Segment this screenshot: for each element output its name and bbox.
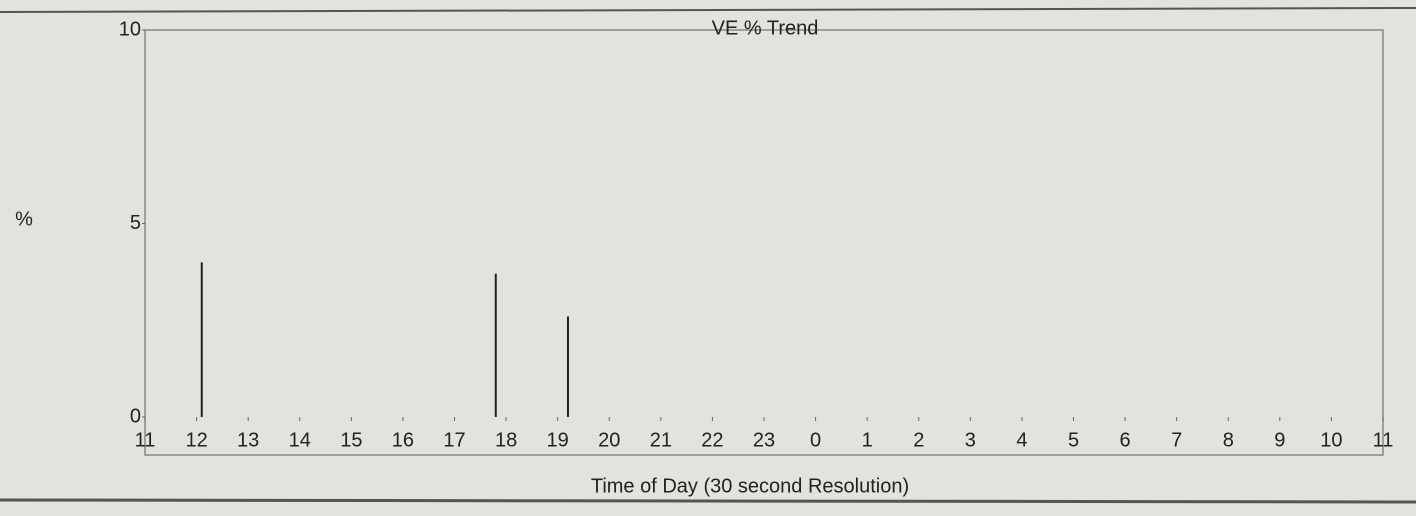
x-tick-label: 7 [1171, 429, 1182, 451]
x-axis-label: Time of Day (30 second Resolution) [591, 475, 909, 497]
x-tick-label: 17 [443, 429, 465, 451]
page-rule [0, 7, 1416, 13]
x-tick-label: 14 [289, 429, 311, 451]
chart-title: VE % Trend [712, 17, 819, 39]
x-tick-label: 23 [753, 429, 775, 451]
x-tick-label: 13 [237, 429, 259, 451]
x-tick-label: 19 [547, 429, 569, 451]
x-tick-label: 8 [1223, 429, 1234, 451]
x-tick-label: 1 [862, 429, 873, 451]
x-tick-label: 3 [965, 429, 976, 451]
x-tick-label: 15 [340, 429, 362, 451]
y-tick-label: 0 [130, 405, 141, 427]
y-tick-label: 10 [119, 18, 141, 40]
x-tick-label: 5 [1068, 429, 1079, 451]
plot-frame [144, 29, 1384, 456]
x-tick-label: 6 [1120, 429, 1131, 451]
x-tick-label: 11 [135, 429, 156, 451]
y-axis-label: % [15, 208, 33, 230]
x-tick-label: 4 [1016, 429, 1027, 451]
x-tick-label: 20 [598, 429, 620, 451]
x-tick-label: 21 [650, 429, 672, 451]
x-tick-label: 18 [495, 429, 517, 451]
page-rule [0, 498, 1416, 504]
x-tick-label: 2 [913, 429, 924, 451]
x-tick-label: 10 [1320, 429, 1342, 451]
x-tick-label: 11 [1373, 429, 1394, 451]
x-tick-label: 16 [392, 429, 414, 451]
x-tick-label: 22 [701, 429, 723, 451]
x-tick-label: 9 [1274, 429, 1285, 451]
y-tick-label: 5 [130, 212, 141, 234]
x-tick-label: 12 [185, 429, 207, 451]
x-tick-label: 0 [810, 429, 821, 451]
